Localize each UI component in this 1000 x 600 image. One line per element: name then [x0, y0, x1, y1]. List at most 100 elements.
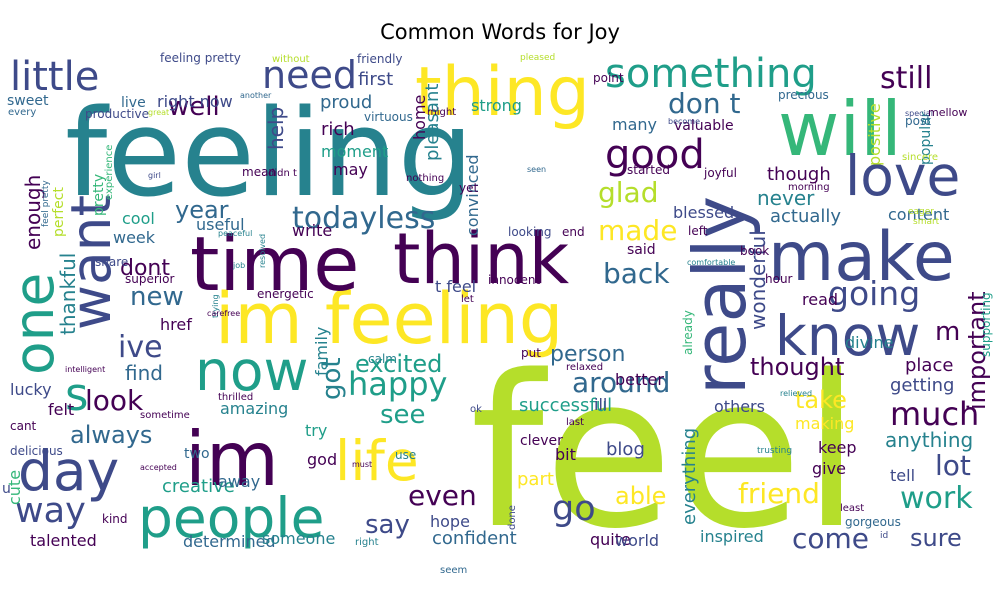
word-91: ill — [594, 395, 607, 414]
word-181: sometime — [140, 410, 190, 421]
word-196: u — [2, 481, 11, 497]
word-182: cant — [10, 419, 37, 433]
word-59: sure — [910, 524, 962, 552]
word-56: take — [795, 386, 847, 414]
word-163: morning — [788, 182, 830, 193]
word-78: felt — [48, 400, 74, 419]
word-3: time — [190, 220, 359, 308]
word-57: able — [615, 482, 666, 510]
word-83: talented — [30, 531, 97, 550]
word-161: smart — [913, 217, 940, 227]
word-131: let — [461, 294, 474, 305]
word-20: need — [262, 53, 357, 97]
word-144: superior — [125, 272, 174, 286]
word-183: delicious — [10, 444, 63, 458]
word-62: help — [264, 107, 288, 150]
word-6: people — [138, 486, 324, 550]
word-65: though — [767, 164, 831, 185]
word-4: im — [185, 415, 279, 503]
word-194: id — [880, 531, 888, 541]
word-38: say — [365, 510, 410, 540]
word-160: sincere — [902, 152, 938, 163]
word-90: clever — [520, 433, 563, 449]
word-94: tell — [890, 466, 915, 485]
word-81: creative — [162, 476, 235, 497]
word-42: glad — [598, 176, 658, 209]
word-165: mellow — [928, 106, 967, 119]
word-193: least — [840, 503, 864, 514]
word-95: making — [795, 414, 854, 433]
word-109: cool — [122, 209, 155, 228]
word-178: carefree — [207, 309, 240, 318]
word-140: productive — [85, 107, 149, 121]
word-70: everything — [679, 428, 700, 525]
word-14: want — [59, 195, 123, 330]
word-0: feel — [470, 330, 861, 575]
word-112: rich — [321, 119, 355, 140]
word-120: positive — [865, 103, 884, 166]
word-44: don t — [668, 87, 741, 120]
word-167: pleased — [520, 53, 555, 63]
word-125: point — [593, 71, 624, 85]
word-172: girl — [148, 171, 161, 180]
word-168: great — [148, 108, 169, 117]
word-139: friendly — [357, 52, 403, 66]
word-39: ive — [118, 330, 163, 365]
word-148: didn t — [268, 168, 297, 179]
word-12: now — [195, 339, 309, 403]
word-127: started — [627, 163, 670, 177]
word-199: seem — [440, 565, 467, 576]
word-48: look — [85, 384, 144, 417]
word-60: anything — [885, 428, 973, 452]
word-118: strong — [471, 96, 522, 115]
word-41: made — [598, 214, 677, 247]
word-77: others — [714, 397, 765, 416]
word-155: supporting — [979, 292, 993, 357]
word-53: got — [317, 357, 347, 400]
word-28: way — [15, 491, 86, 531]
word-130: t feel — [435, 277, 476, 296]
word-86: world — [615, 531, 659, 550]
word-96: getting — [890, 375, 954, 396]
word-117: convinced — [463, 154, 482, 236]
word-45: year — [175, 196, 229, 224]
word-121: popular — [918, 111, 934, 165]
word-72: confident — [432, 528, 517, 549]
word-176: job — [232, 261, 245, 270]
word-188: relieved — [780, 389, 812, 398]
word-152: innocent — [488, 273, 540, 287]
word-100: better — [615, 370, 664, 389]
word-55: thought — [750, 353, 844, 381]
word-8: really — [678, 196, 762, 395]
word-126: joyful — [703, 166, 737, 180]
word-29: go — [552, 489, 596, 529]
word-cloud-title: Common Words for Joy — [380, 20, 620, 44]
word-10: thing — [415, 53, 590, 132]
word-108: useful — [196, 215, 245, 234]
word-197: right — [355, 537, 379, 548]
word-99: divine — [845, 333, 894, 352]
word-119: many — [612, 115, 657, 134]
word-174: peaceful — [218, 229, 252, 238]
word-68: wonderful — [746, 230, 770, 330]
word-17: love — [845, 144, 960, 208]
word-88: blog — [606, 439, 645, 460]
word-113: moment — [321, 142, 388, 161]
word-98: read — [802, 290, 838, 309]
word-141: virtuous — [364, 110, 413, 124]
word-198: gorgeous — [845, 515, 901, 529]
word-128: yet — [459, 181, 478, 195]
word-157: book — [740, 244, 769, 258]
word-107: href — [160, 315, 192, 334]
word-46: well — [168, 92, 220, 122]
word-164: special — [905, 109, 933, 118]
word-195: kind — [102, 512, 128, 526]
word-138: without — [272, 54, 310, 65]
word-87: inspired — [700, 527, 764, 546]
word-154: already — [681, 310, 695, 355]
word-36: excited — [355, 350, 442, 378]
word-25: happy — [348, 365, 447, 403]
word-179: intelligent — [65, 365, 105, 374]
word-173: share — [95, 255, 128, 269]
